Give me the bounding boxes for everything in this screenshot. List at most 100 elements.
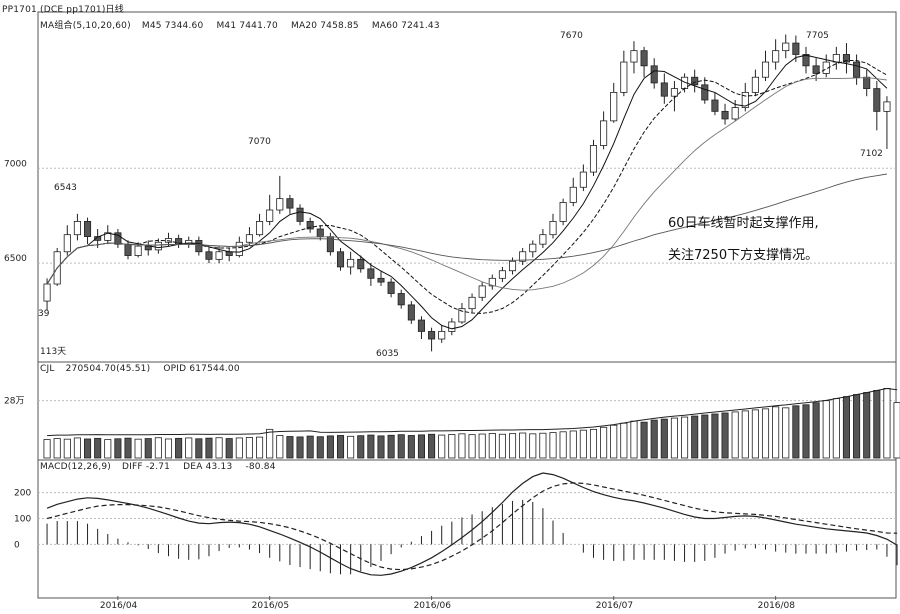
- candle-body: [600, 120, 608, 146]
- macd-y-tick-label: 200: [14, 489, 31, 499]
- candle-body: [630, 50, 638, 63]
- volume-bar: [731, 411, 739, 459]
- candle-body: [336, 251, 345, 268]
- candle-body: [245, 234, 253, 243]
- volume-bar: [245, 437, 253, 459]
- volume-bar: [539, 432, 547, 459]
- volume-label: CJL: [40, 364, 55, 374]
- candle-body: [620, 61, 628, 93]
- ma-value-4: MA60 7241.43: [371, 21, 440, 31]
- volume-bar: [751, 409, 759, 459]
- candle-body: [215, 251, 223, 260]
- candle-body: [195, 239, 203, 253]
- candle-body: [154, 241, 162, 251]
- open-interest-line: [47, 387, 898, 437]
- candle-body: [296, 207, 304, 222]
- candle-body: [812, 65, 820, 74]
- volume-bar: [610, 424, 618, 459]
- candle-body: [498, 270, 506, 279]
- volume-bar: [640, 421, 648, 459]
- candle-body: [751, 76, 759, 93]
- volume-bar: [114, 438, 122, 459]
- ma10-line: [46, 60, 888, 314]
- macd-label: MACD(12,26,9): [40, 462, 111, 472]
- volume-bar: [761, 408, 770, 459]
- volume-bar: [569, 430, 577, 459]
- candle-body: [256, 221, 264, 236]
- volume-bar: [701, 414, 709, 459]
- candle-body: [488, 277, 496, 287]
- macd-panel: [46, 472, 898, 576]
- volume-bar: [154, 437, 162, 459]
- price-panel: [43, 34, 891, 352]
- volume-bar: [83, 438, 92, 459]
- volume-bar: [741, 410, 749, 459]
- candle-body: [863, 76, 871, 90]
- candle-body: [448, 321, 456, 332]
- candle-body: [519, 251, 527, 262]
- annotation-left-bottom: 113天: [40, 347, 66, 357]
- candle-body: [792, 42, 800, 55]
- volume-bar: [438, 434, 446, 459]
- candle-body: [458, 308, 466, 323]
- candle-body: [367, 268, 375, 279]
- candle-body: [306, 221, 314, 230]
- volume-bar: [387, 434, 395, 459]
- candle-body: [397, 293, 405, 306]
- volume-bar: [670, 417, 678, 459]
- candle-body: [761, 61, 770, 78]
- dea-line: [46, 482, 898, 571]
- x-tick-label: 2016/07: [596, 601, 633, 611]
- volume-y-tick-label: 28万: [4, 397, 24, 407]
- volume-bar: [43, 439, 51, 459]
- volume-bar: [63, 438, 71, 459]
- candle-body: [428, 331, 436, 340]
- candle-body: [529, 243, 537, 253]
- volume-bar: [53, 438, 61, 459]
- volume-bar: [316, 436, 324, 459]
- annotation-left-high: 6543: [54, 183, 77, 193]
- volume-bar: [681, 416, 689, 459]
- candle-body: [417, 319, 426, 332]
- candle-body: [286, 198, 294, 209]
- x-tick-label: 2016/08: [758, 601, 796, 611]
- volume-bar: [508, 433, 517, 459]
- candle-body: [73, 221, 81, 236]
- volume-bar: [428, 433, 436, 459]
- candle-body: [873, 88, 881, 112]
- candle-body: [579, 171, 587, 188]
- grid-lines: [38, 167, 896, 545]
- axis-ticks: 6500 7000 6543 39 113天 7070 6035 7670 7705 7102 28…: [4, 31, 883, 611]
- chart-frame: [37, 11, 897, 599]
- candle-body: [387, 281, 395, 294]
- volume-bar: [124, 437, 132, 459]
- volume-bar: [407, 435, 415, 459]
- candle-body: [853, 61, 861, 78]
- volume-bar: [296, 436, 304, 459]
- volume-bar: [205, 437, 213, 459]
- title-bar: PP1701 (DCE pp1701)日线: [2, 5, 124, 15]
- candle-body: [842, 54, 851, 63]
- volume-bar: [519, 432, 527, 459]
- candle-body: [357, 258, 365, 270]
- volume-bar: [893, 402, 900, 459]
- volume-bar: [782, 407, 790, 459]
- volume-bar: [347, 435, 355, 459]
- ma-value-3: MA20 7458.85: [291, 21, 359, 31]
- volume-bar: [650, 419, 658, 459]
- volume-bar: [468, 434, 476, 459]
- candle-body: [205, 251, 213, 260]
- candle-body: [438, 331, 446, 340]
- candle-body: [134, 245, 142, 256]
- candle-body: [660, 82, 668, 97]
- candle-body: [266, 209, 274, 222]
- macd-value-1: DIFF -2.71: [122, 462, 171, 472]
- macd-y-tick-label: 0: [14, 540, 20, 550]
- volume-bar: [185, 437, 193, 459]
- candle-body: [731, 107, 739, 120]
- candle-body: [650, 65, 658, 84]
- volume-bar: [883, 387, 891, 459]
- volume-bar: [549, 432, 557, 459]
- volume-bar: [357, 435, 365, 459]
